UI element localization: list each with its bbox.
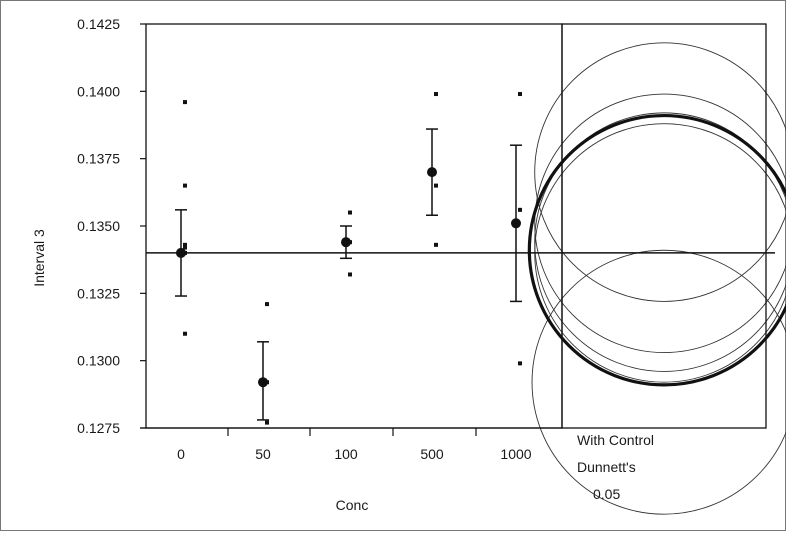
- x-tick-label-50: 50: [255, 446, 271, 462]
- comparison-circle-1000: [534, 93, 786, 353]
- group-mean-100: [341, 237, 351, 248]
- x-axis-title: Conc: [336, 497, 369, 513]
- x-tick-label-100: 100: [334, 446, 358, 462]
- x-tick-label-1000: 1000: [500, 446, 531, 462]
- data-point-500-0: [434, 92, 438, 97]
- data-point-100-2: [348, 272, 352, 277]
- data-point-0-1: [183, 183, 187, 188]
- y-tick-label-1: 0.1300: [77, 353, 120, 369]
- x-tick-label-0: 0: [177, 446, 185, 462]
- y-tick-label-0: 0.1275: [77, 420, 120, 436]
- data-point-0-0: [183, 100, 187, 105]
- comparison-label-1: With Control: [577, 432, 654, 448]
- comparison-circle-100: [534, 112, 786, 372]
- y-tick-label-5: 0.1400: [77, 83, 120, 99]
- comparison-circle-50: [531, 249, 786, 515]
- data-point-500-2: [434, 242, 438, 247]
- y-tick-label-3: 0.1350: [77, 218, 120, 234]
- group-mean-1000: [511, 218, 521, 229]
- control-comparison-circle: [527, 114, 786, 387]
- y-tick-label-4: 0.1375: [77, 151, 120, 167]
- data-point-1000-2: [518, 361, 522, 366]
- data-point-1000-1: [518, 207, 522, 212]
- y-tick-label-6: 0.1425: [77, 16, 120, 32]
- comparison-circle-500: [534, 42, 786, 302]
- group-mean-50: [258, 377, 268, 388]
- data-point-0-2: [183, 242, 187, 247]
- data-point-50-2: [265, 420, 269, 425]
- data-point-100-0: [348, 210, 352, 215]
- y-tick-label-2: 0.1325: [77, 285, 120, 301]
- data-point-0-3: [183, 245, 187, 250]
- data-point-1000-0: [518, 92, 522, 97]
- data-point-0-5: [183, 331, 187, 336]
- comparison-panel-border: [561, 23, 767, 429]
- comparison-label-2: Dunnett's: [577, 459, 636, 475]
- x-tick-label-500: 500: [420, 446, 444, 462]
- data-point-500-1: [434, 183, 438, 188]
- group-mean-500: [427, 167, 437, 178]
- y-axis-title: Interval 3: [31, 229, 47, 287]
- data-point-50-0: [265, 302, 269, 307]
- comparison-label-3: 0.05: [593, 486, 620, 502]
